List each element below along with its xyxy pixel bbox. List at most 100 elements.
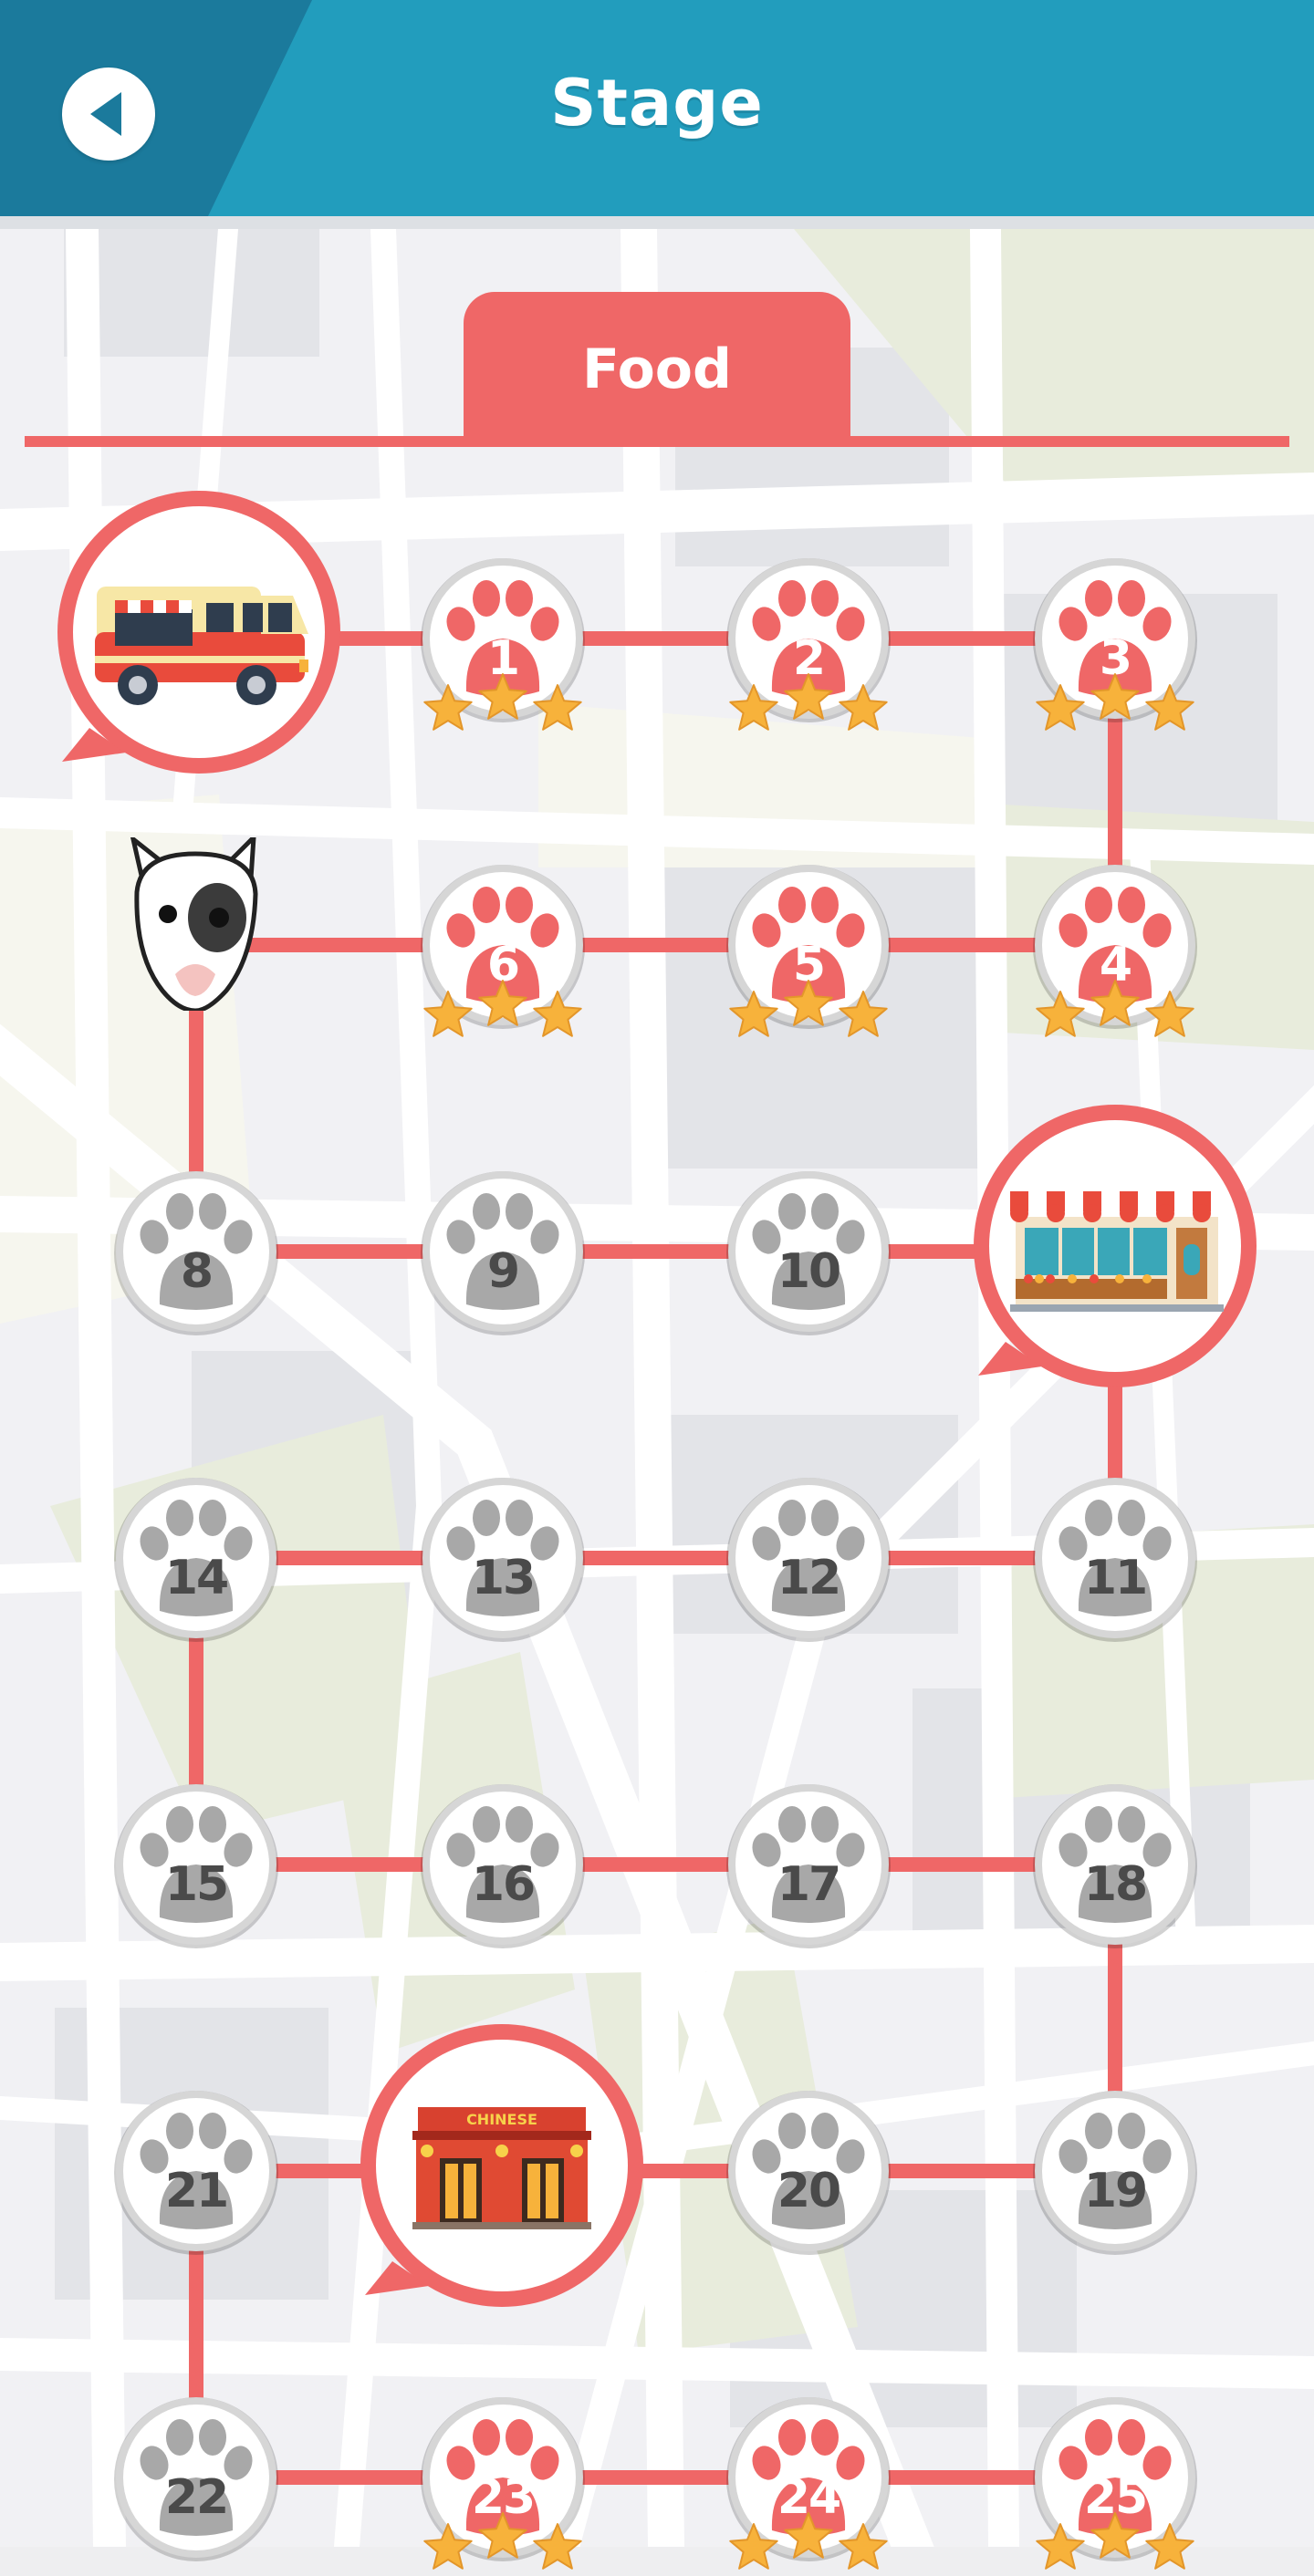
star-icon — [784, 980, 833, 1026]
chinese-restaurant-landmark[interactable]: CHINESE — [356, 2020, 648, 2311]
stage-17-button[interactable]: 17 — [725, 1781, 892, 1948]
food-truck-icon — [95, 587, 308, 705]
stage-13-button[interactable]: 13 — [419, 1474, 587, 1642]
stage-number: 12 — [777, 1551, 841, 1605]
paw-icon — [1033, 1478, 1197, 1642]
stage-stars — [726, 2512, 891, 2576]
star-icon — [533, 2523, 582, 2570]
back-arrow-icon — [90, 92, 121, 136]
paw-icon — [726, 558, 891, 722]
stage-4-button[interactable]: 4 — [1031, 861, 1199, 1037]
stage-number: 21 — [164, 2164, 229, 2218]
stage-18-button[interactable]: 18 — [1031, 1781, 1199, 1948]
stage-25-button[interactable]: 25 — [1031, 2394, 1199, 2570]
star-icon — [1145, 2523, 1194, 2570]
paw-icon — [421, 558, 585, 722]
stage-14-button[interactable]: 14 — [112, 1474, 280, 1642]
star-icon — [1145, 991, 1194, 1037]
stage-16-button[interactable]: 16 — [419, 1781, 587, 1948]
paw-icon — [726, 1478, 891, 1642]
paw-icon — [1033, 2091, 1197, 2255]
food-truck-landmark[interactable] — [53, 486, 345, 778]
stage-number: 9 — [486, 1244, 520, 1299]
paw-icon — [114, 1784, 278, 1948]
stage-stars — [421, 2512, 585, 2576]
paw-icon — [726, 1784, 891, 1948]
stage-number: 8 — [180, 1244, 214, 1299]
stage-number: 10 — [777, 1244, 841, 1299]
star-icon — [729, 991, 778, 1037]
paw-icon — [421, 1478, 585, 1642]
stage-number: 22 — [164, 2470, 229, 2525]
paw-icon — [421, 1171, 585, 1335]
grocery-store-icon — [1010, 1191, 1224, 1312]
star-icon — [533, 991, 582, 1037]
stage-22-button[interactable]: 22 — [112, 2394, 280, 2561]
star-icon — [729, 684, 778, 731]
paw-icon — [1033, 2397, 1197, 2561]
star-icon — [1090, 980, 1140, 1026]
stage-20-button[interactable]: 20 — [725, 2087, 892, 2255]
star-icon — [478, 980, 527, 1026]
stage-stars — [1033, 673, 1197, 737]
bull-terrier-dog-icon — [130, 831, 258, 1013]
star-icon — [423, 2523, 473, 2570]
stage-3-button[interactable]: 3 — [1031, 555, 1199, 731]
stage-stars — [421, 673, 585, 737]
stage-number: 18 — [1083, 1857, 1148, 1912]
star-icon — [729, 2523, 778, 2570]
category-divider — [25, 436, 1289, 447]
stage-8-button[interactable]: 8 — [112, 1168, 280, 1335]
stage-number: 15 — [164, 1857, 229, 1912]
stage-number: 20 — [777, 2164, 841, 2218]
paw-icon — [726, 2397, 891, 2561]
stage-number: 14 — [164, 1551, 229, 1605]
star-icon — [784, 2512, 833, 2559]
stage-stars — [726, 980, 891, 1044]
stage-5-button[interactable]: 5 — [725, 861, 892, 1037]
page-title: Stage — [550, 66, 764, 140]
paw-icon — [1033, 865, 1197, 1029]
star-icon — [784, 673, 833, 720]
stage-11-button[interactable]: 11 — [1031, 1474, 1199, 1642]
stage-19-button[interactable]: 19 — [1031, 2087, 1199, 2255]
stage-21-button[interactable]: 21 — [112, 2087, 280, 2255]
star-icon — [1145, 684, 1194, 731]
stage-24-button[interactable]: 24 — [725, 2394, 892, 2570]
stage-number: 11 — [1083, 1551, 1148, 1605]
header-background — [0, 0, 1314, 216]
star-icon — [533, 684, 582, 731]
star-icon — [423, 991, 473, 1037]
stage-2-button[interactable]: 2 — [725, 555, 892, 731]
paw-icon — [114, 2091, 278, 2255]
stage-number: 17 — [777, 1857, 841, 1912]
stage-number: 16 — [471, 1857, 536, 1912]
paw-icon — [114, 2397, 278, 2561]
header-shadow — [0, 216, 1314, 229]
paw-icon — [726, 2091, 891, 2255]
stage-23-button[interactable]: 23 — [419, 2394, 587, 2570]
star-icon — [1036, 2523, 1085, 2570]
stage-9-button[interactable]: 9 — [419, 1168, 587, 1335]
star-icon — [839, 684, 888, 731]
stage-1-button[interactable]: 1 — [419, 555, 587, 731]
back-button[interactable] — [62, 68, 155, 161]
chinese-restaurant-icon: CHINESE — [412, 2107, 591, 2229]
stage-stars — [421, 980, 585, 1044]
star-icon — [478, 2512, 527, 2559]
top-bar: Stage — [0, 0, 1314, 216]
stage-6-button[interactable]: 6 — [419, 861, 587, 1037]
paw-icon — [421, 865, 585, 1029]
stage-12-button[interactable]: 12 — [725, 1474, 892, 1642]
stage-10-button[interactable]: 10 — [725, 1168, 892, 1335]
star-icon — [1090, 673, 1140, 720]
paw-icon — [1033, 1784, 1197, 1948]
grocery-store-landmark[interactable] — [969, 1100, 1261, 1392]
stage-stars — [1033, 2512, 1197, 2576]
paw-icon — [1033, 558, 1197, 722]
stage-15-button[interactable]: 15 — [112, 1781, 280, 1948]
category-tab-food[interactable]: Food — [464, 292, 850, 441]
stage-stars — [726, 673, 891, 737]
star-icon — [839, 991, 888, 1037]
chinese-restaurant-sign: CHINESE — [466, 2111, 537, 2128]
